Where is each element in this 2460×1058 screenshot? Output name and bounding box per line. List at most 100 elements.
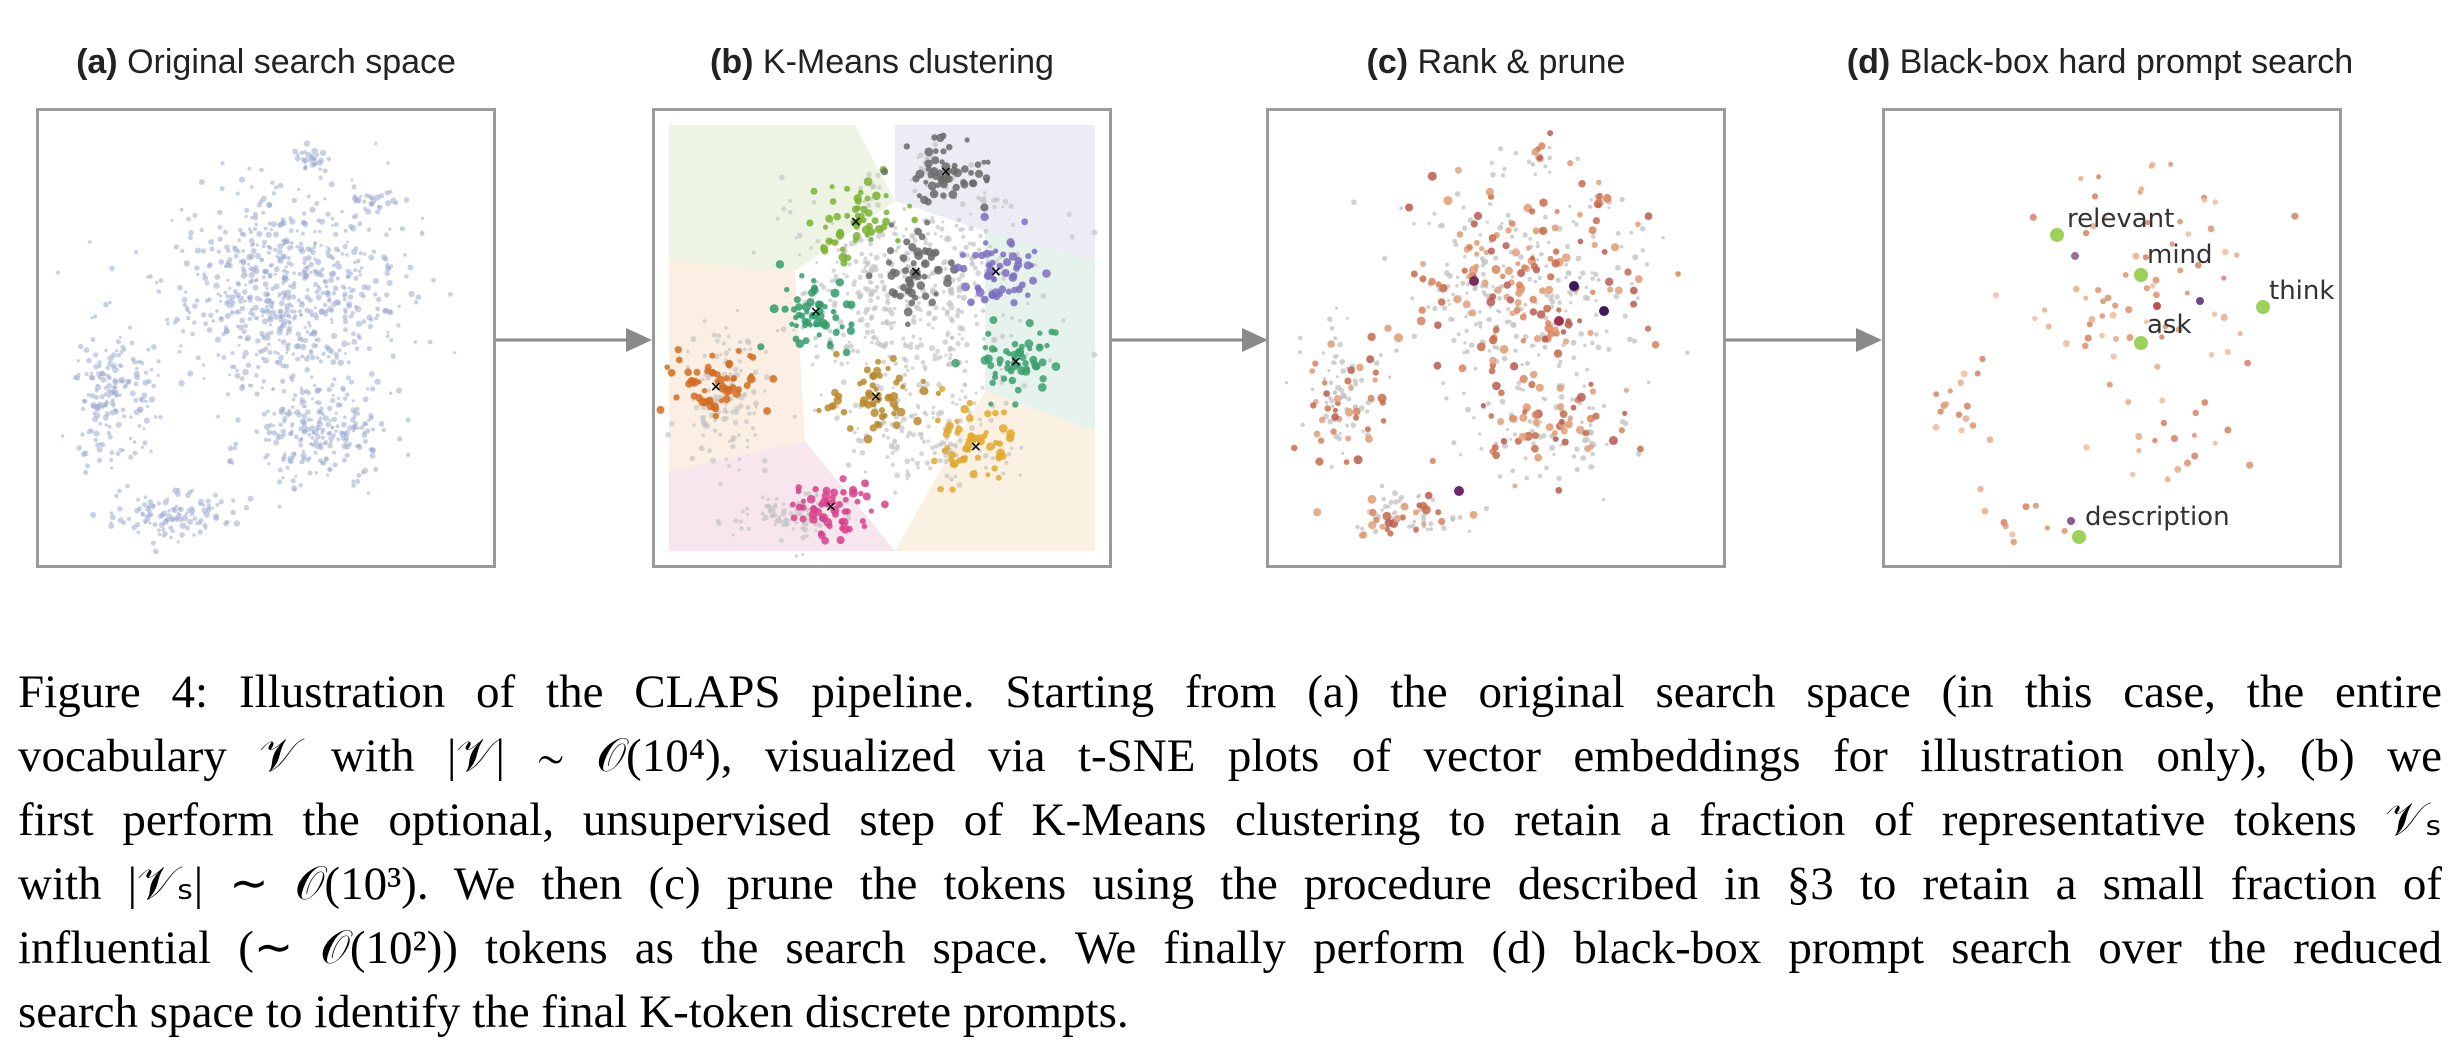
embedding-point bbox=[303, 164, 308, 169]
embedding-point bbox=[229, 364, 235, 369]
cluster-point bbox=[821, 536, 829, 545]
embedding-point bbox=[1584, 437, 1590, 443]
embedding-point bbox=[1488, 367, 1496, 375]
embedding-point bbox=[788, 209, 793, 215]
embedding-point bbox=[1504, 266, 1513, 275]
embedding-point bbox=[1615, 231, 1621, 236]
embedding-point bbox=[290, 294, 297, 300]
cluster-point bbox=[821, 247, 829, 255]
embedding-point bbox=[763, 349, 768, 354]
embedding-point bbox=[977, 247, 982, 252]
cluster-point bbox=[790, 514, 798, 522]
cluster-point bbox=[833, 350, 840, 358]
embedding-point bbox=[269, 330, 274, 335]
embedding-point bbox=[306, 417, 311, 422]
embedding-point bbox=[252, 304, 259, 311]
cluster-point bbox=[871, 217, 879, 225]
embedding-point bbox=[268, 323, 272, 327]
embedding-point bbox=[299, 400, 305, 406]
embedding-point bbox=[2009, 531, 2016, 538]
embedding-point bbox=[187, 370, 194, 377]
embedding-point bbox=[1590, 271, 1594, 275]
embedding-point bbox=[1574, 222, 1579, 227]
embedding-point bbox=[859, 438, 864, 444]
embedding-point bbox=[739, 526, 744, 531]
embedding-point bbox=[884, 427, 889, 433]
centroid-marker: × bbox=[940, 164, 952, 180]
embedding-point bbox=[1523, 302, 1528, 307]
embedding-point bbox=[112, 366, 119, 374]
embedding-point bbox=[731, 533, 735, 537]
embedding-point bbox=[737, 433, 741, 437]
embedding-point bbox=[256, 365, 261, 370]
embedding-point bbox=[909, 178, 913, 182]
embedding-point bbox=[117, 506, 123, 512]
embedding-point bbox=[328, 277, 334, 284]
embedding-point bbox=[329, 308, 334, 313]
cluster-point bbox=[963, 446, 969, 452]
embedding-point bbox=[2126, 334, 2134, 341]
embedding-point bbox=[1552, 452, 1556, 457]
embedding-point bbox=[180, 329, 186, 334]
embedding-point bbox=[728, 372, 733, 377]
embedding-point bbox=[1590, 234, 1596, 239]
embedding-point bbox=[117, 488, 122, 494]
embedding-point bbox=[1529, 370, 1538, 379]
embedding-point bbox=[2237, 331, 2243, 337]
embedding-point bbox=[1009, 446, 1014, 450]
embedding-point bbox=[150, 540, 156, 546]
embedding-point bbox=[299, 337, 304, 343]
cluster-point bbox=[889, 354, 897, 363]
embedding-point bbox=[859, 450, 866, 456]
embedding-point bbox=[153, 415, 158, 419]
embedding-point bbox=[961, 234, 966, 239]
embedding-point bbox=[202, 272, 207, 277]
embedding-point bbox=[791, 527, 795, 531]
cluster-point bbox=[910, 260, 917, 267]
cluster-point bbox=[913, 273, 919, 279]
embedding-point bbox=[891, 386, 895, 390]
cluster-point bbox=[1025, 292, 1031, 298]
embedding-point bbox=[886, 435, 890, 440]
embedding-point bbox=[1412, 222, 1416, 226]
embedding-point bbox=[733, 518, 739, 524]
embedding-point bbox=[1568, 271, 1572, 275]
cluster-point bbox=[860, 378, 867, 385]
embedding-point bbox=[1590, 451, 1595, 457]
embedding-point bbox=[274, 185, 279, 190]
embedding-point bbox=[273, 266, 280, 273]
embedding-point bbox=[1481, 271, 1486, 277]
embedding-point bbox=[112, 363, 117, 368]
cluster-point bbox=[931, 156, 940, 165]
embedding-point bbox=[219, 316, 223, 320]
candidate-token-point bbox=[2071, 252, 2079, 260]
cluster-point bbox=[1037, 330, 1043, 336]
embedding-point bbox=[1380, 418, 1387, 424]
embedding-point bbox=[1478, 310, 1482, 314]
embedding-point bbox=[303, 160, 307, 164]
embedding-point bbox=[186, 508, 192, 514]
embedding-point bbox=[1555, 486, 1563, 494]
embedding-point bbox=[1539, 252, 1544, 257]
embedding-point bbox=[1567, 160, 1574, 167]
embedding-point bbox=[238, 227, 243, 233]
embedding-point bbox=[948, 299, 952, 304]
embedding-point bbox=[318, 359, 323, 364]
embedding-point bbox=[115, 421, 122, 428]
embedding-point bbox=[1462, 300, 1471, 309]
embedding-point bbox=[908, 392, 913, 397]
embedding-point bbox=[230, 351, 235, 356]
embedding-point bbox=[307, 321, 311, 325]
embedding-point bbox=[320, 435, 325, 440]
embedding-point bbox=[2160, 419, 2168, 427]
embedding-point bbox=[1620, 245, 1624, 249]
embedding-point bbox=[937, 458, 943, 464]
embedding-point bbox=[1394, 348, 1399, 353]
embedding-point bbox=[262, 357, 270, 364]
cluster-point bbox=[722, 395, 731, 403]
embedding-point bbox=[171, 509, 175, 513]
embedding-point bbox=[877, 185, 882, 190]
embedding-point bbox=[310, 313, 314, 318]
embedding-point bbox=[714, 353, 720, 360]
embedding-point bbox=[889, 325, 894, 331]
